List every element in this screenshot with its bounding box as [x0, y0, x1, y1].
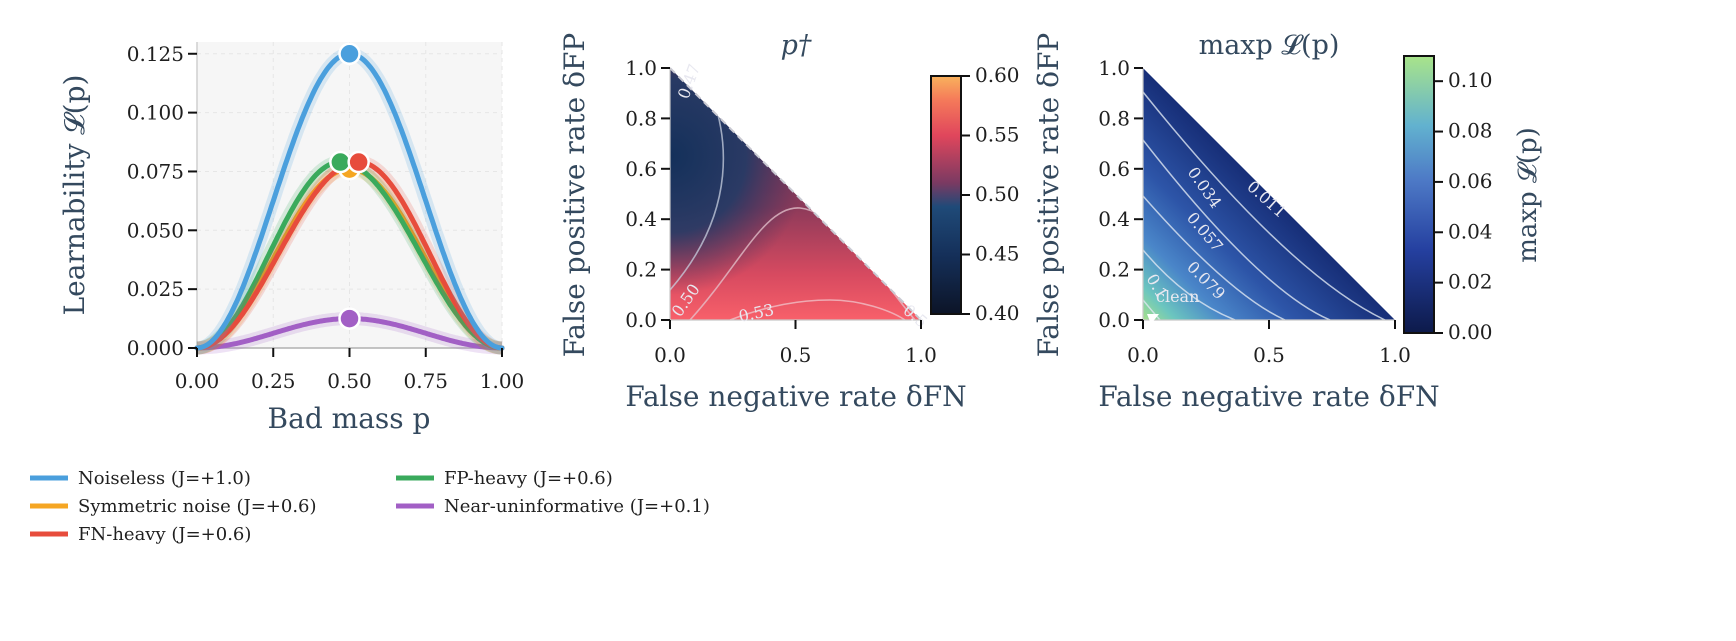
contour-label: 0.47 [674, 61, 704, 101]
legend-label: Noiseless (J=+1.0) [78, 468, 251, 489]
panel-title: p† [781, 30, 812, 61]
colorbar-tick-label: 0.02 [1448, 270, 1493, 294]
clean-annotation: clean [1156, 287, 1199, 306]
y-tick-label: 0.2 [625, 258, 657, 282]
peak-marker [338, 307, 361, 330]
y-axis-label: False positive rate δFP [558, 33, 591, 358]
x-axis-label: Bad mass p [268, 402, 431, 435]
x-tick-label: 1.0 [1379, 343, 1411, 367]
y-tick-label: 0.050 [127, 218, 184, 242]
panel-title: maxp 𝓛(p) [1199, 30, 1340, 61]
colorbar-tick-label: 0.06 [1448, 169, 1493, 193]
x-tick-label: 0.5 [1253, 343, 1285, 367]
colorbar [1403, 55, 1435, 334]
colorbar-tick-label: 0.55 [975, 123, 1020, 147]
y-tick-label: 0.075 [127, 159, 184, 183]
x-ticks: 0.00 0.25 0.50 0.75 1.00 [175, 348, 525, 393]
legend-label: FP-heavy (J=+0.6) [444, 468, 613, 489]
y-ticks: 0.0 0.2 0.4 0.6 0.8 1.0 [1098, 56, 1143, 332]
x-ticks: 0.0 0.5 1.0 [1127, 320, 1411, 367]
legend: Noiseless (J=+1.0) Symmetric noise (J=+0.… [30, 468, 710, 545]
x-axis-label: False negative rate δFN [625, 380, 966, 413]
legend-label: Near-uninformative (J=+0.1) [444, 496, 710, 517]
y-tick-label: 0.6 [625, 157, 657, 181]
peak-marker [338, 42, 361, 66]
colorbar-ticks: 0.40 0.45 0.50 0.55 0.60 [961, 63, 1020, 325]
y-tick-label: 1.0 [625, 56, 657, 80]
colorbar-tick-label: 0.45 [975, 242, 1020, 266]
x-tick-label: 1.00 [480, 369, 525, 393]
title-text: p† [781, 30, 812, 61]
y-tick-label: 0.4 [1098, 207, 1130, 231]
colorbar-tick-label: 0.40 [975, 301, 1020, 325]
x-tick-label: 0.0 [654, 343, 686, 367]
colorbar-tick-label: 0.04 [1448, 219, 1493, 243]
panel-p-dagger: 0.47 0.50 0.53 0.5 0.00.20.40.60.81.0 0.… [558, 30, 1020, 413]
legend-label: Symmetric noise (J=+0.6) [78, 496, 317, 517]
y-tick-label: 0.0 [625, 308, 657, 332]
y-ticks: 0.000 0.025 0.050 0.075 0.100 0.125 [127, 42, 197, 360]
colorbar-tick-label: 0.00 [1448, 320, 1493, 344]
x-tick-label: 0.50 [327, 369, 372, 393]
y-tick-label: 0.125 [127, 42, 184, 66]
peak-markers [329, 42, 370, 330]
y-tick-label: 0.025 [127, 277, 184, 301]
y-tick-label: 0.000 [127, 336, 184, 360]
y-tick-label: 0.2 [1098, 258, 1130, 282]
colorbar-tick-label: 0.60 [975, 63, 1020, 87]
y-tick-label: 0.100 [127, 101, 184, 125]
colorbar-tick-label: 0.50 [975, 182, 1020, 206]
contour-line [729, 299, 906, 320]
y-tick-label: 0.4 [625, 207, 657, 231]
peak-marker [329, 150, 352, 174]
x-ticks: 0.0 0.5 1.0 [654, 320, 937, 367]
y-axis-label: False positive rate δFP [1032, 33, 1065, 358]
colorbar-tick-label: 0.10 [1448, 68, 1493, 92]
y-ticks: 0.0 0.2 0.4 0.6 0.8 1.0 [625, 56, 670, 332]
x-tick-label: 0.25 [251, 369, 296, 393]
colorbar-label: maxp 𝓛(p) [1513, 127, 1543, 263]
peak-marker [347, 150, 370, 174]
x-tick-label: 1.0 [905, 343, 937, 367]
x-tick-label: 0.0 [1127, 343, 1159, 367]
x-tick-label: 0.5 [780, 343, 812, 367]
colorbar [930, 75, 962, 315]
x-tick-label: 0.75 [403, 369, 448, 393]
y-axis-label: Learnability 𝓛(p) [58, 75, 91, 316]
y-tick-label: 0.0 [1098, 308, 1130, 332]
legend-label: FN-heavy (J=+0.6) [78, 524, 251, 545]
panel-max-learnability: 0.011 0.034 0.057 0.079 0.1 clean 0.00.2… [1032, 30, 1543, 413]
x-tick-label: 0.00 [175, 369, 220, 393]
clean-marker [1147, 314, 1159, 324]
colorbar-tick-label: 0.08 [1448, 119, 1493, 143]
y-tick-label: 1.0 [1098, 56, 1130, 80]
y-tick-label: 0.8 [1098, 106, 1130, 130]
colorbar-ticks: 0.00 0.02 0.04 0.06 0.08 0.10 [1434, 68, 1493, 344]
y-tick-label: 0.6 [1098, 157, 1130, 181]
y-tick-label: 0.8 [625, 106, 657, 130]
x-axis-label: False negative rate δFN [1098, 380, 1439, 413]
